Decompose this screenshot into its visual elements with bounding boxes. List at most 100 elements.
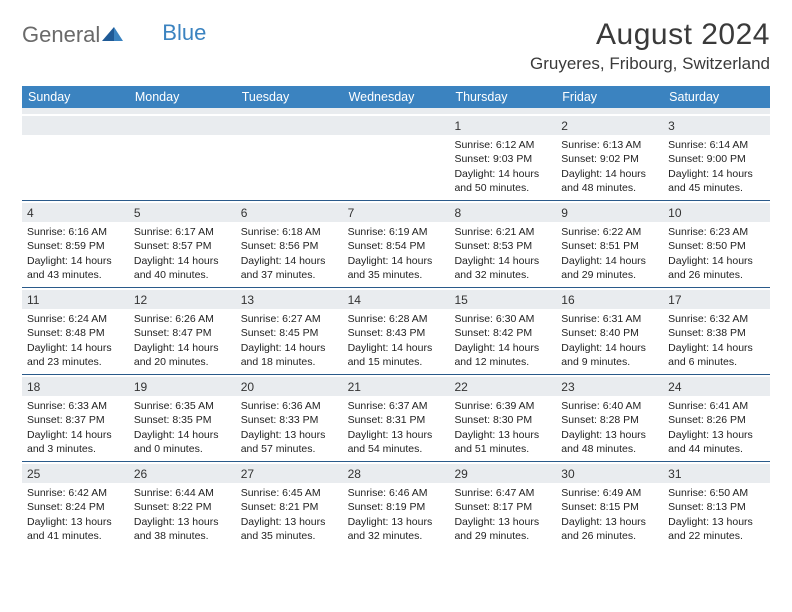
day-info-line: Daylight: 14 hours <box>27 254 124 268</box>
day-info-line: Sunset: 8:38 PM <box>668 326 765 340</box>
day-info-line: Sunrise: 6:33 AM <box>27 399 124 413</box>
day-info-line: Sunset: 8:33 PM <box>241 413 338 427</box>
day-header-row: SundayMondayTuesdayWednesdayThursdayFrid… <box>22 86 770 108</box>
title-block: August 2024 Gruyeres, Fribourg, Switzerl… <box>530 18 770 74</box>
day-number: 28 <box>343 464 450 483</box>
day-info-line: Daylight: 14 hours <box>561 167 658 181</box>
day-number: 21 <box>343 377 450 396</box>
day-cell: 22Sunrise: 6:39 AMSunset: 8:30 PMDayligh… <box>449 375 556 461</box>
day-info-line: Sunrise: 6:46 AM <box>348 486 445 500</box>
day-info-line: and 32 minutes. <box>454 268 551 282</box>
day-number: 9 <box>556 203 663 222</box>
day-info-line: and 12 minutes. <box>454 355 551 369</box>
day-info-line: and 35 minutes. <box>241 529 338 543</box>
day-info-line: Sunset: 9:03 PM <box>454 152 551 166</box>
day-cell: 21Sunrise: 6:37 AMSunset: 8:31 PMDayligh… <box>343 375 450 461</box>
day-cell: 19Sunrise: 6:35 AMSunset: 8:35 PMDayligh… <box>129 375 236 461</box>
day-info-line: and 15 minutes. <box>348 355 445 369</box>
day-number: 16 <box>556 290 663 309</box>
day-info-line: Sunset: 9:02 PM <box>561 152 658 166</box>
day-info-line: Sunrise: 6:36 AM <box>241 399 338 413</box>
day-cell: 9Sunrise: 6:22 AMSunset: 8:51 PMDaylight… <box>556 201 663 287</box>
day-info-line: Daylight: 14 hours <box>454 167 551 181</box>
day-info-line: Daylight: 14 hours <box>348 254 445 268</box>
day-info-line: and 51 minutes. <box>454 442 551 456</box>
day-cell: 14Sunrise: 6:28 AMSunset: 8:43 PMDayligh… <box>343 288 450 374</box>
day-info-line: and 54 minutes. <box>348 442 445 456</box>
day-info-line: Daylight: 14 hours <box>27 341 124 355</box>
day-header: Thursday <box>449 86 556 108</box>
day-info-line: Daylight: 13 hours <box>668 515 765 529</box>
day-info-line: and 37 minutes. <box>241 268 338 282</box>
day-info-line: Sunrise: 6:39 AM <box>454 399 551 413</box>
day-info-line: Sunset: 8:15 PM <box>561 500 658 514</box>
day-cell: 25Sunrise: 6:42 AMSunset: 8:24 PMDayligh… <box>22 462 129 548</box>
weeks-container: 1Sunrise: 6:12 AMSunset: 9:03 PMDaylight… <box>22 114 770 548</box>
day-info-line: Sunset: 8:40 PM <box>561 326 658 340</box>
day-info-line: Sunset: 8:22 PM <box>134 500 231 514</box>
day-info-line: Sunrise: 6:14 AM <box>668 138 765 152</box>
day-number <box>22 116 129 135</box>
month-title: August 2024 <box>530 18 770 52</box>
day-number: 27 <box>236 464 343 483</box>
day-info-line: and 6 minutes. <box>668 355 765 369</box>
day-info-line: and 48 minutes. <box>561 181 658 195</box>
day-number: 26 <box>129 464 236 483</box>
day-info-line: Daylight: 14 hours <box>454 254 551 268</box>
day-cell: 24Sunrise: 6:41 AMSunset: 8:26 PMDayligh… <box>663 375 770 461</box>
day-info-line: Sunset: 9:00 PM <box>668 152 765 166</box>
day-number: 19 <box>129 377 236 396</box>
day-cell: 13Sunrise: 6:27 AMSunset: 8:45 PMDayligh… <box>236 288 343 374</box>
day-info-line: Sunrise: 6:45 AM <box>241 486 338 500</box>
day-info-line: Sunrise: 6:26 AM <box>134 312 231 326</box>
day-info-line: and 3 minutes. <box>27 442 124 456</box>
day-info-line: Daylight: 14 hours <box>134 341 231 355</box>
week-row: 1Sunrise: 6:12 AMSunset: 9:03 PMDaylight… <box>22 114 770 200</box>
day-number: 3 <box>663 116 770 135</box>
day-info-line: and 9 minutes. <box>561 355 658 369</box>
logo: General Blue <box>22 22 206 48</box>
day-header: Tuesday <box>236 86 343 108</box>
day-info-line: and 29 minutes. <box>561 268 658 282</box>
day-number <box>343 116 450 135</box>
day-cell: 23Sunrise: 6:40 AMSunset: 8:28 PMDayligh… <box>556 375 663 461</box>
day-number: 13 <box>236 290 343 309</box>
day-number: 10 <box>663 203 770 222</box>
day-info-line: Sunrise: 6:19 AM <box>348 225 445 239</box>
day-cell: 30Sunrise: 6:49 AMSunset: 8:15 PMDayligh… <box>556 462 663 548</box>
day-number: 4 <box>22 203 129 222</box>
day-info-line: Sunset: 8:21 PM <box>241 500 338 514</box>
day-info-line: Sunrise: 6:32 AM <box>668 312 765 326</box>
day-info-line: Daylight: 13 hours <box>241 428 338 442</box>
day-info-line: and 48 minutes. <box>561 442 658 456</box>
day-info-line: Daylight: 14 hours <box>668 167 765 181</box>
day-info-line: Daylight: 13 hours <box>241 515 338 529</box>
day-info-line: Daylight: 13 hours <box>134 515 231 529</box>
calendar: SundayMondayTuesdayWednesdayThursdayFrid… <box>22 86 770 548</box>
day-cell: 6Sunrise: 6:18 AMSunset: 8:56 PMDaylight… <box>236 201 343 287</box>
day-cell: 3 Sunrise: 6:14 AMSunset: 9:00 PMDaylight… <box>663 114 770 200</box>
day-info-line: Sunrise: 6:12 AM <box>454 138 551 152</box>
day-info-line: Sunset: 8:28 PM <box>561 413 658 427</box>
day-number: 30 <box>556 464 663 483</box>
day-info-line: Sunset: 8:53 PM <box>454 239 551 253</box>
header: General Blue August 2024 Gruyeres, Fribo… <box>22 18 770 74</box>
day-info-line: and 35 minutes. <box>348 268 445 282</box>
day-info-line: Sunrise: 6:17 AM <box>134 225 231 239</box>
day-info-line: Sunset: 8:26 PM <box>668 413 765 427</box>
day-info-line: Sunrise: 6:50 AM <box>668 486 765 500</box>
day-header: Monday <box>129 86 236 108</box>
day-info-line: and 23 minutes. <box>27 355 124 369</box>
location-text: Gruyeres, Fribourg, Switzerland <box>530 54 770 74</box>
day-number: 15 <box>449 290 556 309</box>
day-info-line: Sunset: 8:54 PM <box>348 239 445 253</box>
day-info-line: Sunrise: 6:16 AM <box>27 225 124 239</box>
day-number: 31 <box>663 464 770 483</box>
day-info-line: Sunrise: 6:13 AM <box>561 138 658 152</box>
day-number: 14 <box>343 290 450 309</box>
day-info-line: and 29 minutes. <box>454 529 551 543</box>
week-row: 4Sunrise: 6:16 AMSunset: 8:59 PMDaylight… <box>22 200 770 287</box>
day-number: 20 <box>236 377 343 396</box>
day-number: 6 <box>236 203 343 222</box>
day-info-line: Sunrise: 6:23 AM <box>668 225 765 239</box>
